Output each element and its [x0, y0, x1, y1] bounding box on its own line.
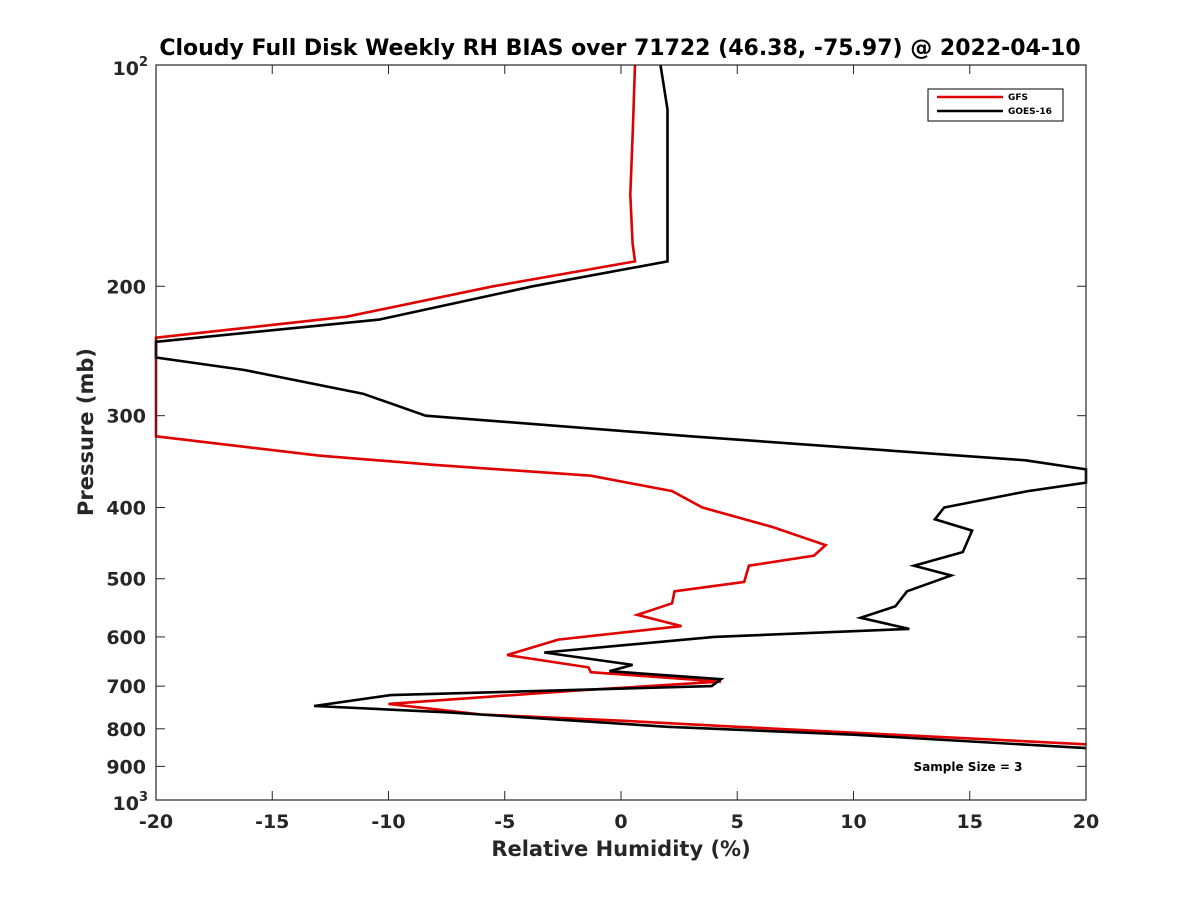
y-tick-label: 700: [106, 676, 146, 698]
y-tick-label: 600: [106, 627, 146, 649]
y-tick-label: 900: [106, 756, 146, 778]
x-tick-label: 5: [731, 811, 744, 833]
y-tick-label: 300: [106, 406, 146, 428]
series-line-gfs: [154, 64, 1087, 746]
plot-area: -20 -15 -10 -5 0 5 10 15 20 102 200 300 400 500 600 70…: [106, 55, 1099, 833]
x-tick-label: 0: [614, 811, 627, 833]
y-tick-label: 102: [113, 55, 149, 80]
legend-label-goes16: GOES-16: [1008, 107, 1052, 117]
y-axis-label: Pressure (mb): [74, 348, 98, 516]
x-tick-label: -5: [494, 811, 515, 833]
y-tick-label: 400: [106, 498, 146, 520]
y-tick-label: 200: [106, 276, 146, 298]
series-layer: [154, 64, 1088, 750]
sample-size-annotation: Sample Size = 3: [914, 760, 1023, 774]
legend-box: [927, 88, 1064, 122]
legend-label-gfs: GFS: [1008, 93, 1028, 103]
x-tick-label: -10: [371, 811, 405, 833]
legend: GFS GOES-16: [927, 88, 1064, 122]
x-tick-label: -15: [255, 811, 289, 833]
x-axis-ticks: -20 -15 -10 -5 0 5 10 15 20: [139, 65, 1099, 833]
series-line-goes16: [154, 64, 1088, 750]
y-tick-label: 103: [113, 790, 149, 815]
x-tick-label: -20: [139, 811, 173, 833]
x-axis-label: Relative Humidity (%): [491, 837, 750, 861]
y-tick-label: 500: [106, 569, 146, 591]
x-tick-label: 10: [840, 811, 866, 833]
x-tick-label: 15: [957, 811, 983, 833]
y-tick-label: 800: [106, 719, 146, 741]
chart-title: Cloudy Full Disk Weekly RH BIAS over 717…: [159, 36, 1080, 61]
x-tick-label: 20: [1073, 811, 1099, 833]
y-axis-ticks: 102 200 300 400 500 600 700 800 900 103: [106, 55, 1086, 815]
